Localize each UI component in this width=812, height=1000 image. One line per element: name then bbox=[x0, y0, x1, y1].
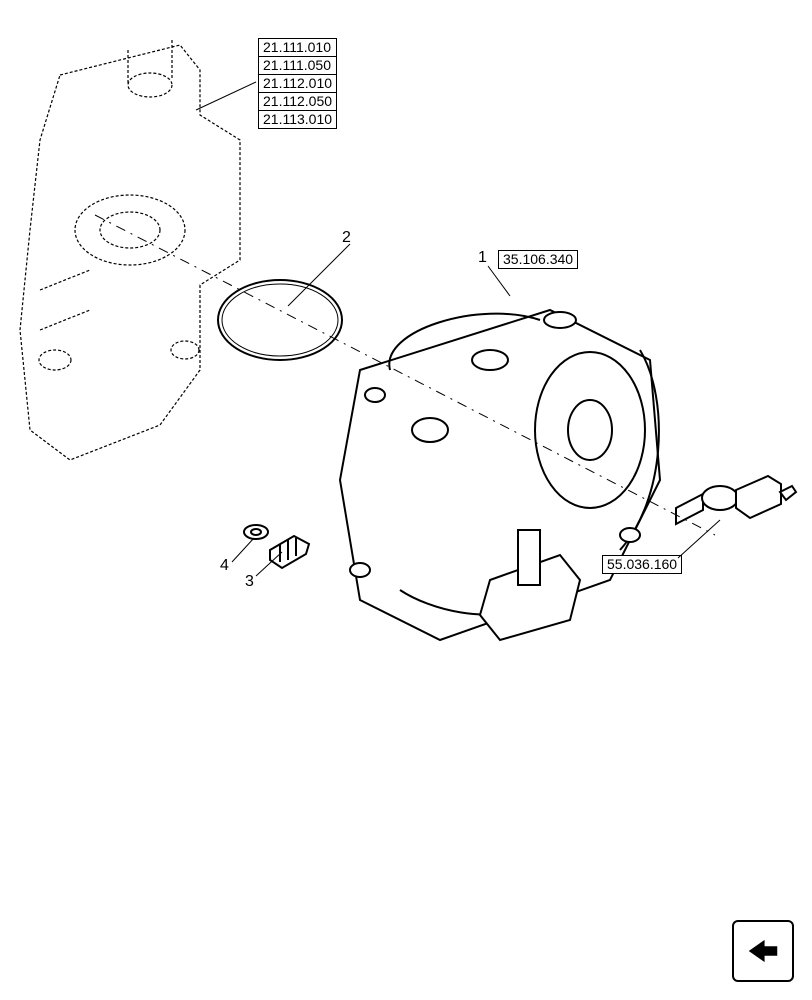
back-button[interactable] bbox=[732, 920, 794, 982]
diagram-page: 21.111.010 21.111.050 21.112.010 21.112.… bbox=[0, 0, 812, 1000]
back-arrow-icon bbox=[744, 932, 782, 970]
leader-lines bbox=[0, 0, 812, 1000]
